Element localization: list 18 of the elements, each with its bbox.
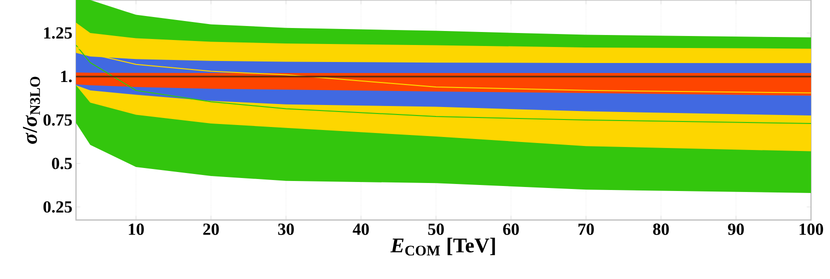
x-tick-label: 50 bbox=[428, 224, 444, 235]
x-tick-label: 20 bbox=[203, 224, 219, 235]
y-axis-title: σ/σ$_{N3LO}$ bbox=[22, 76, 40, 144]
x-tick-label: 80 bbox=[653, 224, 669, 235]
y-tick-label: 1. bbox=[61, 70, 72, 82]
x-tick-label: 100 bbox=[800, 224, 824, 235]
y-tick-label: 0.75 bbox=[43, 114, 72, 126]
x-tick-label: 60 bbox=[503, 224, 519, 235]
x-tick-label: 10 bbox=[128, 224, 144, 235]
x-axis-title: E$_{COM}$ [TeV] bbox=[390, 238, 495, 256]
x-tick-label: 90 bbox=[728, 224, 744, 235]
x-tick-label: 70 bbox=[578, 224, 594, 235]
y-tick-label: 0.25 bbox=[43, 201, 72, 213]
y-tick-label: 1.25 bbox=[44, 27, 72, 39]
y-tick-label: 0.5 bbox=[52, 158, 72, 170]
x-tick-label: 40 bbox=[352, 224, 369, 235]
line-series bbox=[76, 44, 812, 124]
x-tick-label: 30 bbox=[278, 224, 294, 235]
